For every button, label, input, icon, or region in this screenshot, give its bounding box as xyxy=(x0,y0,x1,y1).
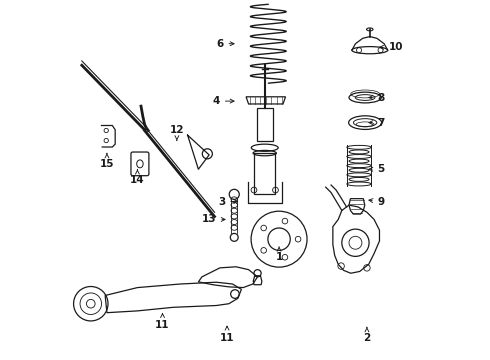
Text: 13: 13 xyxy=(202,215,225,224)
Text: 5: 5 xyxy=(369,164,385,174)
Text: 2: 2 xyxy=(363,327,370,343)
Text: 15: 15 xyxy=(99,153,114,169)
Text: 1: 1 xyxy=(275,247,283,262)
Text: 11: 11 xyxy=(220,326,234,343)
Text: 8: 8 xyxy=(369,93,385,103)
Text: 14: 14 xyxy=(130,170,145,185)
Text: 6: 6 xyxy=(216,39,234,49)
Text: 9: 9 xyxy=(369,197,385,207)
Text: 7: 7 xyxy=(369,118,385,128)
Text: 4: 4 xyxy=(213,96,234,106)
Text: 3: 3 xyxy=(218,197,238,207)
Text: 10: 10 xyxy=(380,42,403,52)
Text: 11: 11 xyxy=(155,314,170,330)
Text: 12: 12 xyxy=(170,125,184,140)
